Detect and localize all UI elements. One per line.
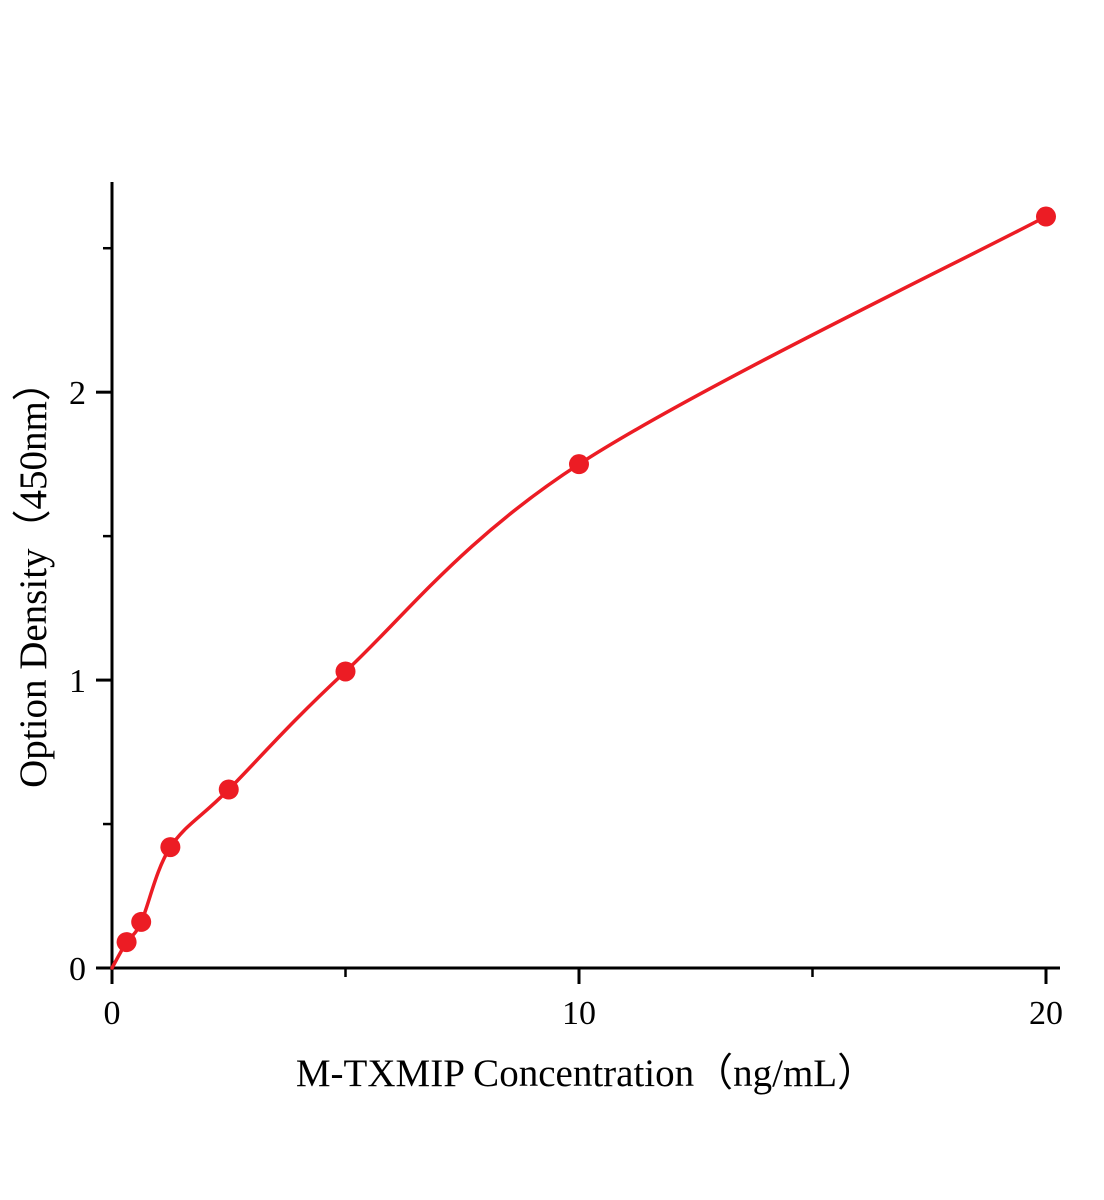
data-point-marker xyxy=(568,454,589,475)
data-point-marker xyxy=(116,932,137,953)
axis-spines xyxy=(110,182,1060,970)
y-tick-label: 1 xyxy=(69,663,86,700)
fit-curve xyxy=(110,214,1048,970)
y-tick-label: 2 xyxy=(69,375,86,412)
x-tick-label: 0 xyxy=(104,995,121,1032)
data-point-marker xyxy=(218,779,239,800)
x-tick-label: 20 xyxy=(1029,995,1063,1032)
tick-labels: 0 10 20 0 1 2 xyxy=(69,375,1063,1032)
data-point-marker xyxy=(1035,206,1056,227)
data-point-marker xyxy=(160,837,181,858)
x-tick-label: 10 xyxy=(562,995,596,1032)
data-points xyxy=(116,206,1056,953)
tick-marks xyxy=(96,246,1048,984)
x-axis-title: M-TXMIP Concentration（ng/mL） xyxy=(296,1052,876,1095)
data-point-marker xyxy=(131,911,152,932)
y-tick-label: 0 xyxy=(69,951,86,988)
y-axis-title: Option Density（450nm） xyxy=(12,362,55,788)
axes xyxy=(110,182,1060,970)
data-point-marker xyxy=(335,661,356,682)
